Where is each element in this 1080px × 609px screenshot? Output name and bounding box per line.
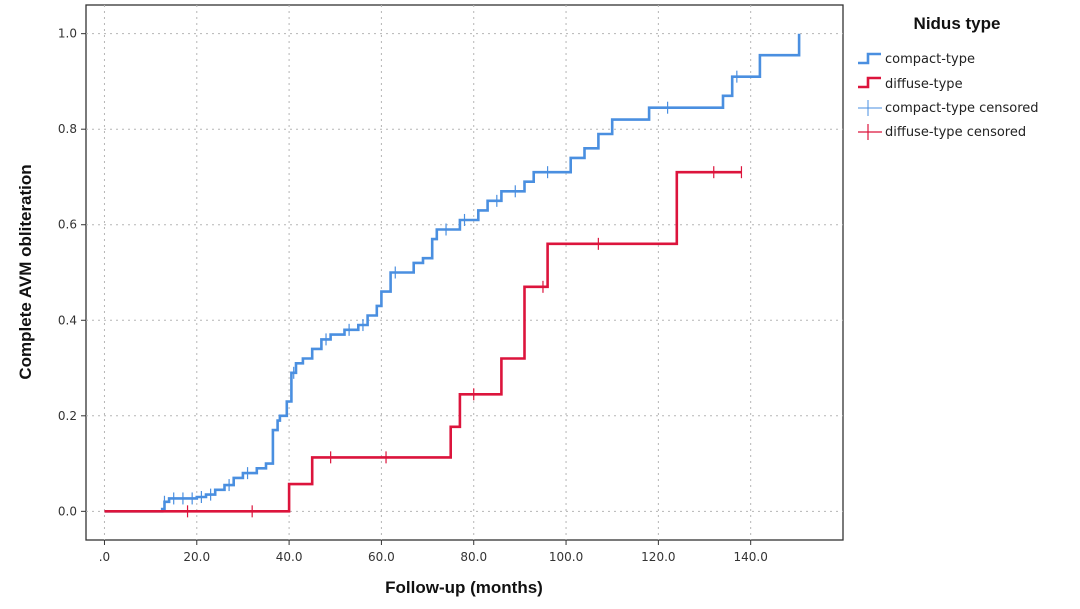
legend-swatch-diffuse-type — [858, 76, 881, 89]
x-axis-title: Follow-up (months) — [385, 578, 543, 597]
legend-label-compact-type: compact-type — [885, 52, 975, 67]
legend-swatch-compact-type — [858, 52, 881, 65]
x-tick-label: 140.0 — [734, 550, 768, 564]
x-tick-label: 120.0 — [641, 550, 675, 564]
legend-item-diffuse-type: diffuse-type — [858, 76, 963, 92]
x-tick-label: 20.0 — [183, 550, 210, 564]
legend-label-diffuse-type: diffuse-type — [885, 77, 963, 92]
legend-label-compact-censored: compact-type censored — [885, 101, 1039, 116]
y-tick-label: 0.2 — [58, 409, 77, 423]
y-tick-label: 0.6 — [58, 218, 77, 232]
legend-title: Nidus type — [914, 14, 1001, 33]
x-tick-label: .0 — [99, 550, 110, 564]
legend-item-compact-type: compact-type — [858, 52, 975, 67]
x-tick-label: 80.0 — [460, 550, 487, 564]
legend: Nidus type compact-type diffuse-type com… — [858, 14, 1039, 140]
series-group — [104, 33, 801, 513]
y-tick-label: 1.0 — [58, 27, 77, 41]
censor-marks — [163, 70, 743, 518]
x-tick-label: 40.0 — [276, 550, 303, 564]
x-tick-label: 60.0 — [368, 550, 395, 564]
legend-item-diffuse-censored: diffuse-type censored — [858, 124, 1026, 140]
y-tick-label: 0.4 — [58, 313, 77, 327]
x-tick-label: 100.0 — [549, 550, 583, 564]
legend-label-diffuse-censored: diffuse-type censored — [885, 125, 1026, 140]
series-line-compact-type — [104, 33, 801, 513]
legend-item-compact-censored: compact-type censored — [858, 100, 1039, 116]
y-tick-label: 0.8 — [58, 122, 77, 136]
y-tick-label: 0.0 — [58, 504, 77, 518]
plot-area — [85, 4, 844, 541]
y-axis-title: Complete AVM obliteration — [16, 164, 35, 379]
axis-ticks: .0 20.0 40.0 60.0 80.0 100.0 120.0 140.0 0.0 0.2 0… — [58, 27, 768, 564]
series-line-diffuse-type — [104, 170, 742, 513]
